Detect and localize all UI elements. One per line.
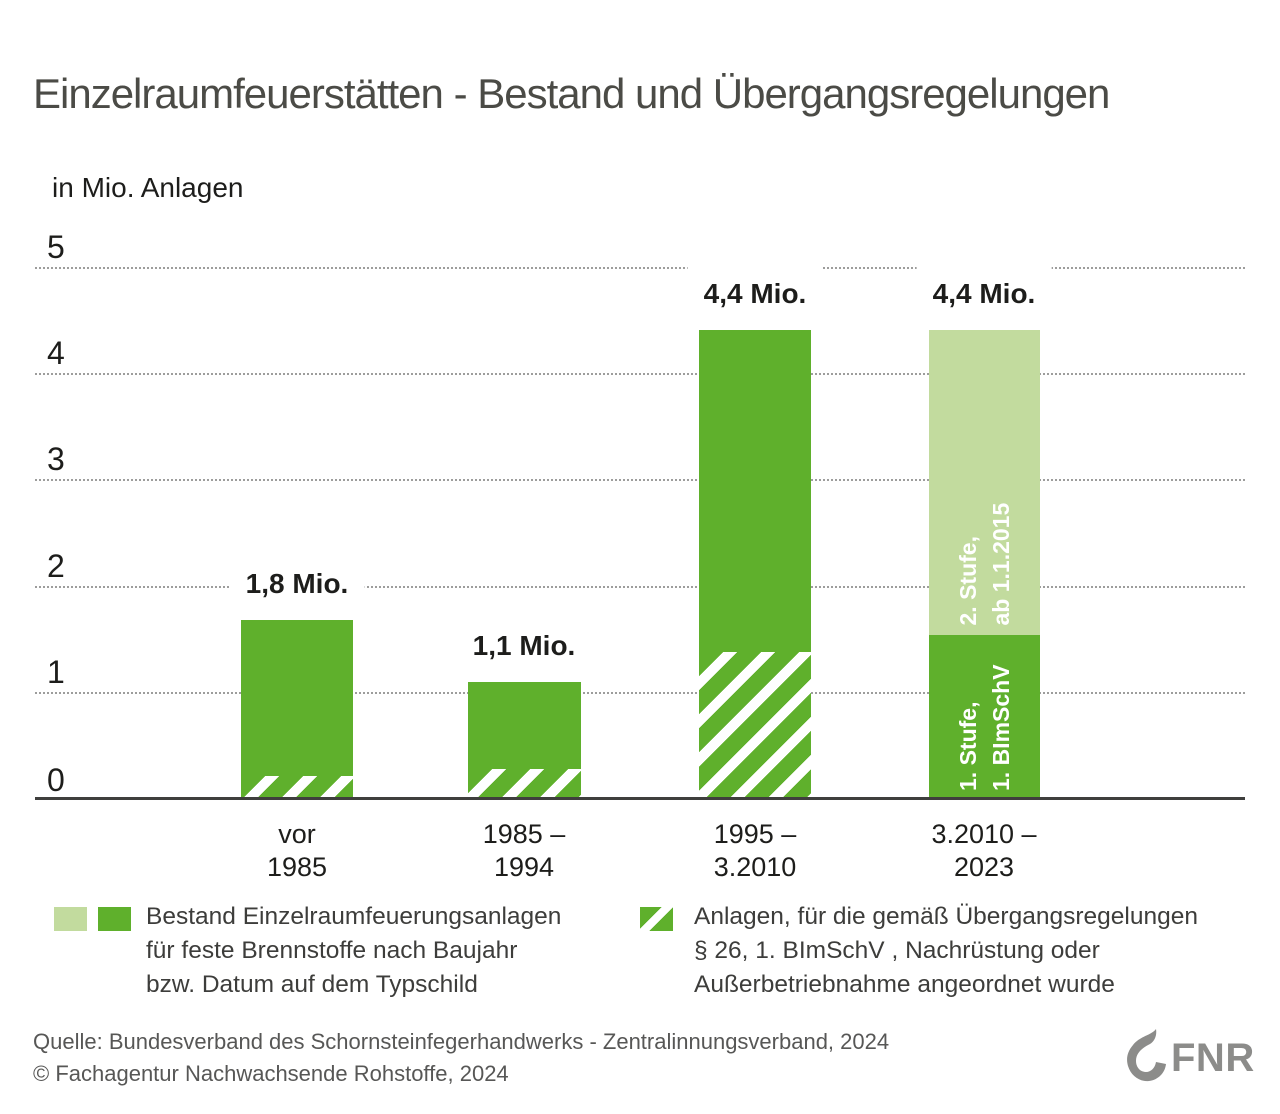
hatch-overlay-1985-1994 <box>468 769 581 798</box>
x-axis-line <box>35 797 1245 800</box>
y-axis-unit-label: in Mio. Anlagen <box>52 172 244 203</box>
chart-title: Einzelraumfeuerstätten - Bestand und Übe… <box>33 70 1110 117</box>
legend-swatch-dark-green <box>98 907 131 931</box>
y-tick-4: 4 <box>47 335 65 371</box>
legend-label-bestand: Bestand Einzelraumfeuerungsanlagen für f… <box>146 903 562 998</box>
bar-segment-stufe-2: 2. Stufe, ab 1.1.2015 <box>929 330 1040 635</box>
gridline-3 <box>35 479 1245 481</box>
bar-segment-stufe-1-label: 1. Stufe, 1. BImSchV <box>954 663 1014 791</box>
hatch-overlay-1995-2010 <box>699 652 811 798</box>
bar-segment-stufe-2-label: 2. Stufe, ab 1.1.2015 <box>954 502 1014 625</box>
value-label-1995-2010: 4,4 Mio. <box>687 266 823 314</box>
fnr-logo: FNR <box>1126 1028 1255 1089</box>
y-tick-3: 3 <box>47 441 65 477</box>
legend-label-uebergangsregelungen: Anlagen, für die gemäß Übergangsregelung… <box>694 903 1198 998</box>
value-label-2010-2023: 4,4 Mio. <box>916 266 1052 314</box>
gridline-2 <box>35 586 1245 588</box>
x-label-1995-2010: 1995 –3.2010 <box>713 819 797 882</box>
source-line: Quelle: Bundesverband des Schornsteinfeg… <box>33 1029 890 1054</box>
x-label-1985-1994: 1985 –1994 <box>482 819 566 882</box>
y-tick-2: 2 <box>47 548 65 584</box>
value-label-1985-1994: 1,1 Mio. <box>456 618 592 666</box>
legend-swatch-light-green <box>54 907 87 931</box>
gridline-1 <box>35 692 1245 694</box>
copyright-line: © Fachagentur Nachwachsende Rohstoffe, 2… <box>33 1061 509 1086</box>
y-tick-1: 1 <box>47 654 65 690</box>
fnr-logo-text: FNR <box>1171 1036 1255 1080</box>
x-label-vor-1985: vor 1985 <box>266 819 328 882</box>
bar-segment-stufe-1: 1. Stufe, 1. BImSchV <box>929 635 1040 798</box>
legend-swatch-hatched <box>640 907 673 931</box>
y-tick-5: 5 <box>47 229 65 265</box>
hatch-overlay-vor-1985 <box>241 776 353 798</box>
bar-1985-1994 <box>468 682 581 798</box>
bar-2010-2023: 2. Stufe, ab 1.1.2015 1. Stufe, 1. BImSc… <box>929 330 1040 798</box>
x-label-2010-2023: 3.2010 –2023 <box>931 819 1037 882</box>
gridline-4 <box>35 373 1245 375</box>
value-label-vor-1985: 1,8 Mio. <box>229 556 365 604</box>
bar-1995-2010 <box>699 330 811 798</box>
y-tick-0: 0 <box>47 762 65 798</box>
fnr-swoosh-icon <box>1126 1028 1168 1089</box>
bar-vor-1985 <box>241 620 353 798</box>
gridline-5 <box>35 267 1245 269</box>
